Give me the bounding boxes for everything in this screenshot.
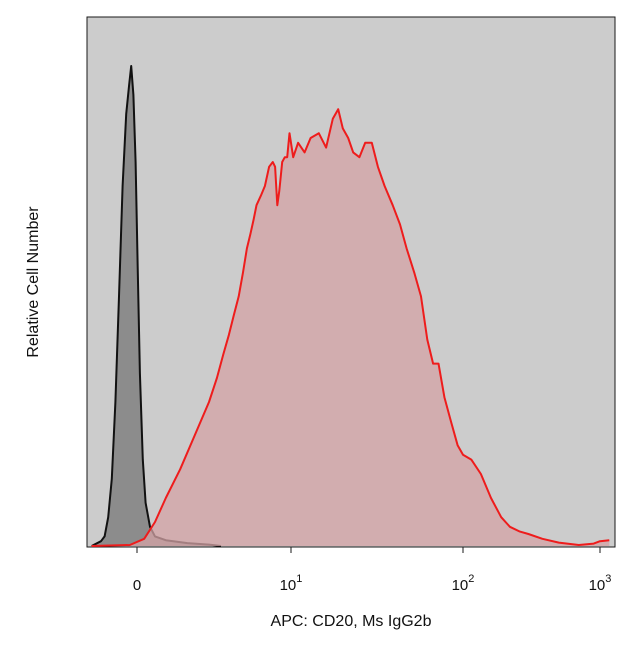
histogram-area-1 <box>91 66 221 546</box>
histogram-area-2 <box>91 109 610 546</box>
x-tick-label-1: 101 <box>280 573 303 594</box>
x-tick-label-0: 0 <box>133 577 141 594</box>
y-axis-label: Relative Cell Number <box>25 206 42 358</box>
histogram-line-2 <box>91 108 610 547</box>
x-axis-label: APC: CD20, Ms IgG2b <box>271 613 432 630</box>
x-tick-label-2: 102 <box>452 573 475 594</box>
x-tick-label-3: 103 <box>589 573 612 594</box>
